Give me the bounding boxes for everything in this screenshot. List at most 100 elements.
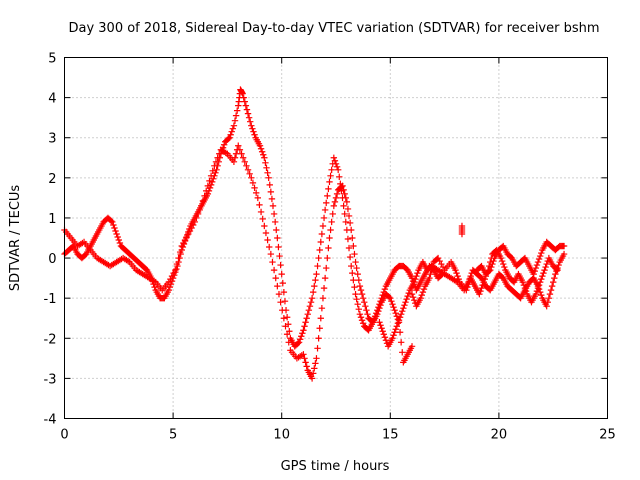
point-4-27: [532, 290, 540, 298]
point-0-58-interp-2: [311, 282, 318, 290]
point-1-17-interp-2: [175, 254, 182, 262]
data-marks: [61, 86, 568, 382]
point-1-27-interp-2: [238, 150, 245, 157]
point-0-55-interp-1: [296, 336, 304, 343]
point-0-57-interp-2: [306, 302, 314, 310]
point-4-6-interp-2: [438, 260, 445, 268]
point-0-46-interp-1: [257, 145, 265, 152]
point-4-9: [452, 266, 459, 274]
x-tick-label-2: 10: [273, 428, 290, 443]
point-4-16-interp-3: [488, 254, 495, 262]
point-1-20-interp-3: [196, 206, 203, 214]
point-1-30-interp-1: [256, 201, 263, 209]
point-2-37: [547, 286, 555, 294]
point-1-37-interp-1: [301, 355, 308, 362]
point-1-47-interp-1: [344, 205, 352, 213]
point-4-27-interp-2: [534, 284, 542, 292]
point-1-41-interp-3: [320, 284, 328, 292]
point-0-46-interp-3: [260, 151, 267, 158]
point-1-48-interp-1: [349, 234, 356, 242]
point-1-32-interp-1: [269, 258, 276, 266]
point-0-48-interp-2: [267, 188, 275, 196]
point-4-0-interp-1: [409, 293, 417, 301]
point-4-24: [519, 278, 526, 286]
point-1-47: [343, 198, 351, 206]
point-1-21-interp-2: [201, 192, 208, 200]
point-0-58: [308, 294, 316, 302]
point-1-57-interp-3: [390, 303, 397, 311]
point-3-15-interp-1: [531, 267, 538, 275]
point-1-42-interp-1: [323, 264, 330, 272]
point-1-26: [230, 158, 238, 165]
point-1-27-interp-1: [236, 146, 244, 153]
point-1-31-interp-3: [266, 243, 273, 251]
point-1-30-interp-3: [259, 215, 266, 223]
point-0-68-interp-2: [354, 300, 361, 308]
point-1-50-interp-3: [359, 294, 367, 302]
point-0-11-interp-1: [110, 221, 117, 229]
point-0-59-interp-3: [316, 246, 323, 254]
point-1-57-interp-1: [388, 297, 395, 305]
point-1-17-interp-3: [176, 248, 184, 256]
point-1-44-interp-3: [333, 190, 341, 198]
point-0-74-interp-3: [381, 285, 389, 293]
point-1-28-interp-3: [246, 170, 253, 178]
point-0-38-interp-1: [227, 131, 234, 138]
point-3-15: [530, 270, 537, 278]
point-2-38-interp-3: [555, 261, 562, 269]
point-2-36-interp-1: [544, 298, 551, 306]
point-0-39-interp-3: [233, 107, 241, 114]
point-1-47-interp-3: [346, 219, 354, 227]
point-1-43: [326, 234, 333, 242]
point-0-59-interp-2: [315, 254, 322, 262]
point-2-4-interp-2: [395, 317, 403, 324]
point-1-29-interp-1: [249, 179, 257, 187]
point-0-10-interp-3: [107, 217, 115, 225]
point-1-42-interp-2: [324, 254, 331, 262]
point-0-33-interp-3: [207, 181, 215, 189]
point-4-9-interp-2: [454, 272, 461, 280]
point-0-57-interp-3: [307, 298, 315, 306]
point-0-49-interp-1: [270, 210, 278, 218]
y-tick-label-7: 3: [48, 132, 56, 147]
point-0-59-interp-1: [314, 262, 321, 270]
point-1-37-interp-3: [303, 363, 310, 370]
point-2-1-interp-2: [382, 337, 390, 344]
point-2-8-interp-1: [412, 275, 419, 283]
point-0-48-interp-3: [268, 195, 276, 203]
point-1-34-interp-2: [283, 331, 291, 338]
point-4-15-interp-2: [482, 272, 490, 280]
point-0-49-interp-2: [271, 218, 279, 226]
point-2-5: [397, 311, 405, 318]
point-0-43-interp-3: [247, 118, 254, 125]
point-1-51-interp-2: [363, 307, 370, 314]
point-1-39: [308, 375, 316, 382]
point-0-56-interp-3: [303, 315, 310, 322]
point-0-58-interp-3: [312, 276, 319, 284]
point-2-40: [560, 250, 568, 258]
point-0-65-interp-3: [342, 218, 349, 226]
series-track-e: [408, 246, 561, 310]
point-0-58-interp-1: [309, 288, 317, 296]
point-1-29-interp-2: [251, 184, 258, 192]
point-2-37-interp-3: [551, 274, 558, 282]
point-0-57-interp-1: [305, 307, 313, 314]
point-0-39: [230, 122, 238, 129]
x-tick-label-0: 0: [60, 428, 68, 443]
point-1-43-interp-3: [329, 210, 336, 218]
y-tick-label-2: -2: [44, 332, 57, 347]
point-4-4: [426, 274, 433, 282]
point-2-38: [552, 270, 559, 278]
point-0-50-interp-2: [276, 252, 283, 260]
point-1-29-interp-3: [252, 189, 260, 197]
point-4-14-interp-3: [479, 281, 486, 289]
point-4-15-interp-1: [481, 275, 488, 283]
point-0-47-interp-1: [262, 159, 269, 166]
point-0-44: [248, 122, 255, 129]
point-0-65-interp-1: [340, 202, 347, 210]
point-1-42-interp-3: [325, 244, 332, 252]
point-1-40-interp-1: [314, 345, 321, 352]
point-1-44: [330, 202, 338, 210]
point-1-28: [241, 158, 248, 165]
point-1-26-interp-2: [232, 150, 240, 157]
